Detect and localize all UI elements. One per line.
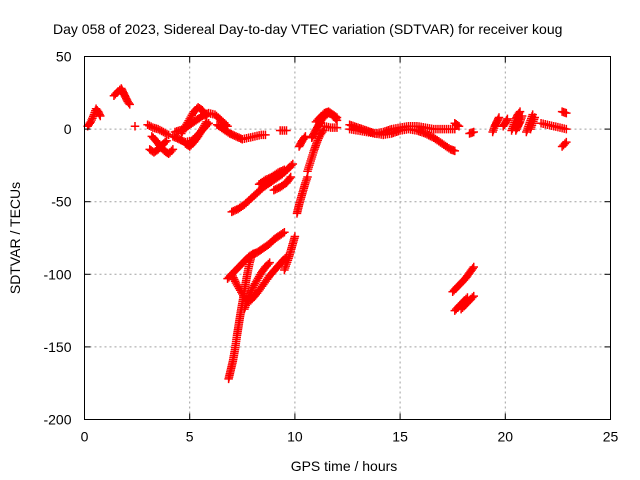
data-point bbox=[494, 113, 504, 122]
data-point bbox=[515, 107, 525, 116]
data-point bbox=[290, 232, 300, 241]
data-point bbox=[202, 117, 211, 127]
data-point bbox=[332, 116, 342, 125]
chart-title: Day 058 of 2023, Sidereal Day-to-day VTE… bbox=[53, 21, 562, 37]
data-point bbox=[530, 113, 540, 122]
data-point bbox=[468, 264, 477, 273]
x-tick-label: 20 bbox=[498, 429, 514, 445]
data-point bbox=[469, 127, 478, 137]
data-point bbox=[162, 136, 171, 145]
x-tick-label: 25 bbox=[603, 429, 619, 445]
data-point bbox=[468, 293, 477, 302]
y-tick-label: -100 bbox=[43, 266, 71, 282]
y-tick-label: 50 bbox=[56, 49, 72, 65]
data-point bbox=[201, 110, 210, 119]
data-point bbox=[164, 130, 173, 140]
x-tick-label: 5 bbox=[186, 429, 194, 445]
data-point bbox=[130, 121, 140, 131]
data-point bbox=[125, 100, 134, 109]
data-point bbox=[562, 124, 571, 134]
data-point bbox=[517, 111, 527, 121]
data-point bbox=[280, 165, 289, 175]
data-point bbox=[469, 262, 478, 272]
y-axis-title: SDTVAR / TECUs bbox=[7, 182, 23, 294]
data-point bbox=[286, 172, 295, 182]
x-tick-label: 0 bbox=[81, 429, 89, 445]
data-point bbox=[560, 139, 570, 148]
data-point bbox=[96, 111, 105, 121]
data-point bbox=[331, 114, 341, 124]
data-point bbox=[160, 137, 170, 147]
data-point bbox=[301, 132, 310, 141]
data-point bbox=[285, 174, 294, 183]
x-axis-title: GPS time / hours bbox=[291, 458, 398, 474]
data-point bbox=[450, 146, 460, 156]
data-point bbox=[300, 133, 309, 143]
data-point bbox=[124, 98, 133, 108]
y-tick-label: -150 bbox=[43, 339, 71, 355]
data-point bbox=[453, 120, 462, 130]
data-points bbox=[83, 84, 571, 384]
data-point bbox=[167, 146, 176, 156]
plot-frame bbox=[84, 56, 611, 420]
data-point bbox=[318, 127, 327, 137]
y-tick-label: -50 bbox=[51, 194, 71, 210]
data-point bbox=[263, 259, 273, 269]
data-point bbox=[280, 227, 289, 237]
data-point bbox=[287, 161, 296, 170]
data-point bbox=[503, 114, 512, 124]
data-point bbox=[469, 291, 478, 301]
grid bbox=[84, 56, 611, 420]
data-point bbox=[562, 137, 571, 147]
data-point bbox=[282, 126, 291, 135]
y-tick-label: 0 bbox=[64, 121, 72, 137]
data-point bbox=[278, 229, 288, 238]
data-point bbox=[247, 251, 257, 260]
data-point bbox=[454, 121, 464, 131]
data-point bbox=[168, 145, 178, 154]
data-point bbox=[562, 108, 571, 118]
data-point bbox=[319, 126, 328, 135]
data-point bbox=[265, 258, 274, 267]
data-point bbox=[332, 123, 342, 132]
axes: 0 5 10 15 20 25 -200 -150 -100 -50 0 50 bbox=[43, 49, 618, 445]
data-point bbox=[261, 130, 270, 140]
y-tick-label: -200 bbox=[43, 412, 71, 428]
x-tick-label: 10 bbox=[287, 429, 303, 445]
data-point bbox=[288, 159, 298, 169]
x-tick-label: 15 bbox=[392, 429, 408, 445]
